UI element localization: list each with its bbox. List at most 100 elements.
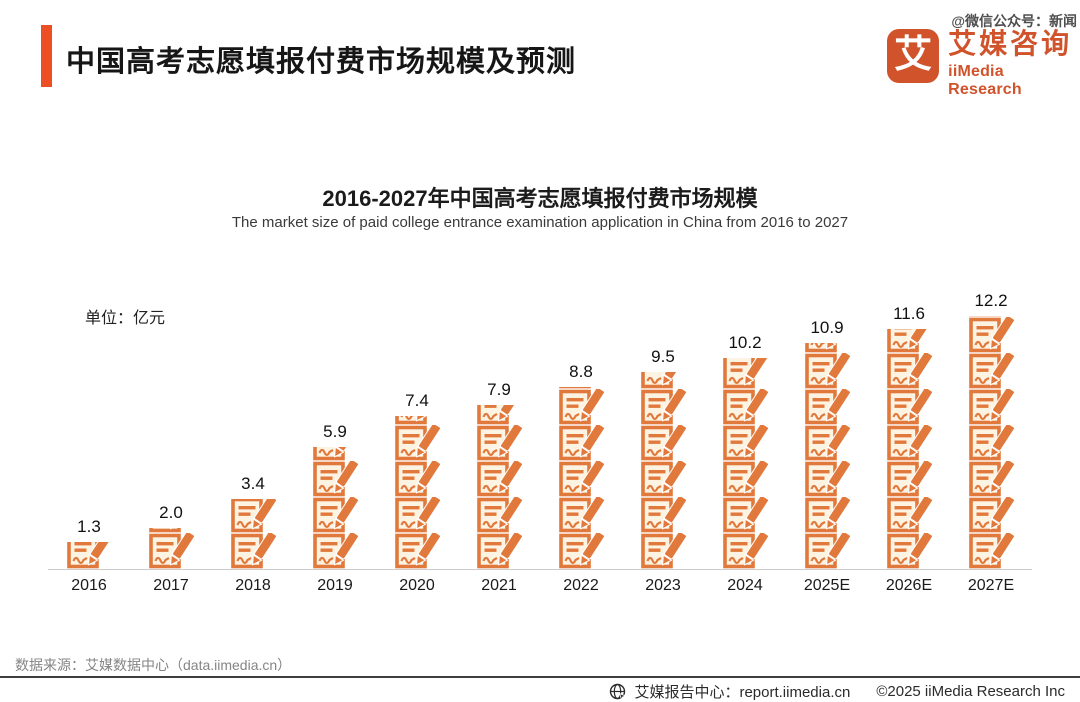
form-pen-icon [558, 461, 604, 497]
value-label: 9.5 [651, 347, 675, 366]
form-pen-icon [886, 461, 932, 497]
year-label: 2016 [71, 577, 107, 594]
form-pen-icon [312, 497, 358, 533]
chart-column: 7.4 [376, 391, 458, 569]
form-pen-icon [886, 353, 932, 389]
year-label: 2017 [153, 577, 189, 594]
form-pen-icon [476, 405, 522, 425]
chart-column: 11.6 [868, 304, 950, 569]
form-pen-icon [476, 533, 522, 569]
year-label: 2024 [727, 577, 763, 594]
form-pen-icon [394, 425, 440, 461]
year-label: 2023 [645, 577, 681, 594]
year-label: 2027E [967, 577, 1015, 594]
bar [476, 405, 522, 569]
form-pen-icon [558, 425, 604, 461]
chart-column: 10.9 [786, 318, 868, 569]
form-pen-icon [230, 499, 276, 533]
form-pen-icon [722, 425, 768, 461]
x-axis-labels: 2016 2017 2018 2019 2020 2021 2022 2023 2024 2025… [48, 577, 1032, 595]
bar [394, 416, 440, 569]
form-pen-icon [558, 389, 604, 425]
chart-plot: 1.3 2.0 3.4 5.9 7.4 7.9 8.8 9.5 10.2 10.9 11.6 12.2 [48, 270, 1032, 570]
unit-label: 单位：亿元 [85, 310, 166, 327]
chart-column: 7.9 [458, 380, 540, 569]
form-pen-icon [312, 533, 358, 569]
bar [66, 542, 112, 569]
form-pen-icon [640, 461, 686, 497]
bar [640, 372, 686, 569]
year-label: 2022 [563, 577, 599, 594]
form-pen-icon [804, 343, 850, 353]
bar [558, 387, 604, 569]
value-label: 10.2 [728, 333, 762, 352]
form-pen-icon [640, 372, 686, 389]
chart-column: 5.9 [294, 422, 376, 569]
form-pen-icon [722, 533, 768, 569]
form-pen-icon [476, 461, 522, 497]
form-pen-icon [722, 358, 768, 389]
form-pen-icon [804, 497, 850, 533]
value-label: 10.9 [810, 318, 844, 337]
year-label: 2018 [235, 577, 271, 594]
form-pen-icon [968, 533, 1014, 569]
form-pen-icon [804, 353, 850, 389]
bar [722, 358, 768, 569]
form-pen-icon [722, 497, 768, 533]
bar [312, 447, 358, 569]
title-accent-bar [41, 25, 52, 87]
form-pen-icon [394, 416, 440, 425]
value-label: 3.4 [241, 474, 265, 493]
value-label: 1.3 [77, 517, 101, 536]
iimedia-logo: 艾 艾媒咨询 iiMedia Research [887, 28, 1080, 99]
chart-title: 2016-2027年中国高考志愿填报付费市场规模 [322, 186, 758, 211]
year-label: 2026E [885, 577, 933, 594]
brand-name-cn: 艾媒咨询 [948, 28, 1073, 59]
report-center-link: 艾媒报告中心：report.iimedia.cn [634, 684, 851, 701]
form-pen-icon [968, 425, 1014, 461]
form-pen-icon [558, 387, 604, 389]
form-pen-icon [968, 317, 1014, 353]
chart-column: 1.3 [48, 517, 130, 569]
form-pen-icon [640, 425, 686, 461]
value-label: 7.4 [405, 391, 429, 410]
bar [886, 329, 932, 569]
value-label: 2.0 [159, 503, 183, 522]
form-pen-icon [394, 497, 440, 533]
value-label: 11.6 [893, 304, 925, 323]
chart-column: 9.5 [622, 347, 704, 569]
form-pen-icon [394, 533, 440, 569]
form-pen-icon [886, 389, 932, 425]
form-pen-icon [312, 461, 358, 497]
logo-text: 艾媒咨询 iiMedia Research [948, 28, 1080, 99]
year-label: 2021 [481, 577, 517, 594]
globe-cursor-icon [609, 683, 628, 701]
bar [968, 316, 1014, 569]
wechat-watermark: @微信公众号：新闻 [951, 13, 1077, 29]
copyright-text: ©2025 iiMedia Research Inc [876, 683, 1065, 700]
form-pen-icon [968, 461, 1014, 497]
form-pen-icon [476, 497, 522, 533]
form-pen-icon [640, 533, 686, 569]
value-label: 12.2 [974, 291, 1008, 310]
value-label: 5.9 [323, 422, 347, 441]
form-pen-icon [804, 461, 850, 497]
chart-column: 12.2 [950, 291, 1032, 569]
form-pen-icon [230, 533, 276, 569]
form-pen-icon [804, 389, 850, 425]
form-pen-icon [558, 533, 604, 569]
form-pen-icon [640, 389, 686, 425]
chart-subtitle: The market size of paid college entrance… [231, 214, 849, 231]
year-label: 2025E [803, 577, 851, 594]
data-source-note: 数据来源：艾媒数据中心（data.iimedia.cn） [15, 657, 292, 673]
form-pen-icon [148, 533, 194, 569]
page-title: 中国高考志愿填报付费市场规模及预测 [66, 46, 577, 78]
value-label: 8.8 [569, 362, 593, 381]
form-pen-icon [886, 497, 932, 533]
form-pen-icon [722, 461, 768, 497]
value-label: 7.9 [487, 380, 511, 399]
form-pen-icon [968, 316, 1014, 317]
form-pen-icon [886, 425, 932, 461]
year-label: 2020 [399, 577, 435, 594]
bar [804, 343, 850, 569]
